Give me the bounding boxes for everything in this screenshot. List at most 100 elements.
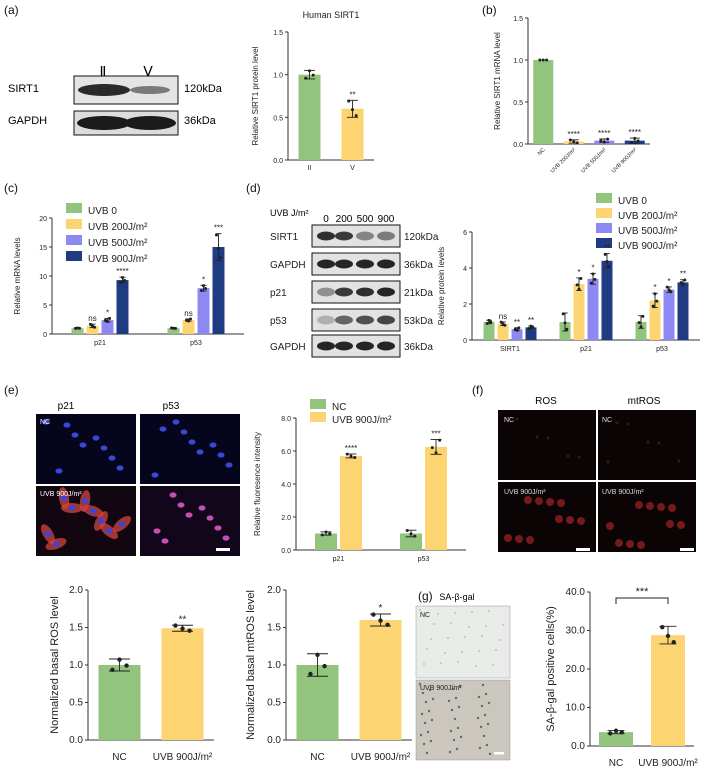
- cell-nucleus: [44, 531, 52, 537]
- significance-label: **: [680, 270, 686, 279]
- bar-1-bar: [651, 635, 685, 746]
- ros-signal: [504, 534, 512, 542]
- data-point: [561, 312, 565, 316]
- ros-signal: [666, 520, 674, 528]
- data-point: [565, 327, 569, 331]
- cell: [495, 649, 497, 651]
- cell-nucleus: [100, 445, 108, 451]
- data-point: [599, 139, 603, 143]
- x-tick-label: II: [308, 165, 312, 172]
- data-point: [613, 728, 619, 733]
- micrograph-tile: [140, 414, 240, 484]
- data-point: [489, 320, 493, 324]
- bar-0-bar: [296, 665, 339, 740]
- data-point: [88, 322, 92, 326]
- stained-cell: [453, 717, 457, 721]
- data-point: [655, 299, 659, 303]
- data-point: [214, 233, 218, 237]
- y-tick-label: 6.0: [281, 449, 291, 456]
- x-tick-label: p21: [94, 340, 106, 347]
- data-point: [487, 318, 491, 322]
- x-tick-label: NC: [537, 147, 547, 157]
- blot-d-lane-label: 0: [323, 214, 329, 225]
- micrograph-tile: [36, 414, 136, 484]
- data-point: [180, 626, 185, 631]
- micro-f-col-label: mtROS: [628, 396, 661, 407]
- panel-label-d: (d): [246, 181, 261, 195]
- y-axis-label: Relative fluoresence intensity: [253, 432, 262, 536]
- stained-cell: [476, 716, 480, 720]
- series-3-bar: [525, 327, 537, 340]
- micro-g-title: SA-β-gal: [439, 592, 474, 602]
- significance-label: ****: [116, 267, 128, 276]
- chart-ros: 0.0 0.5 1.0 1.5 2.0 Normalized basal ROS leve…: [49, 585, 214, 763]
- y-tick-label: 0.0: [513, 142, 523, 149]
- significance-label: ****: [345, 444, 357, 453]
- significance-label: *: [379, 603, 383, 614]
- y-axis-label: SA-β-gal positive cells(%): [545, 606, 557, 732]
- panel-label-f: (f): [472, 383, 483, 397]
- blot-d-band: [377, 341, 395, 351]
- ros-signal: [546, 498, 554, 506]
- ros-signal: [515, 535, 523, 543]
- blot-d-band: [377, 287, 395, 297]
- blot-d-row-label: SIRT1: [270, 232, 299, 243]
- blot-d-row-label: GAPDH: [270, 260, 306, 271]
- ros-signal: [677, 521, 685, 529]
- cell-nucleus: [42, 419, 50, 425]
- data-point: [110, 667, 115, 672]
- x-tick-label: NC: [310, 752, 324, 763]
- cell: [454, 612, 456, 614]
- blot-a-kda: 120kDa: [184, 83, 223, 95]
- chart-b: 0.0 0.5 1.0 1.5 Relative SIRT1 mRNA level NC *…: [493, 16, 650, 175]
- data-point: [665, 633, 671, 639]
- blot-d-band: [377, 315, 395, 325]
- stained-cell: [488, 752, 492, 756]
- series-0-bar: [315, 533, 337, 550]
- y-tick-label: 8.0: [281, 416, 291, 423]
- y-tick-label: 0.5: [513, 100, 523, 107]
- y-tick-label: 0.0: [273, 158, 283, 165]
- stained-cell: [479, 725, 483, 729]
- data-point: [602, 140, 606, 144]
- ros-signal: [677, 459, 681, 463]
- y-tick-label: 2.0: [69, 585, 83, 596]
- chart-title: Human SIRT1: [303, 10, 360, 20]
- data-point: [174, 326, 178, 330]
- data-point: [187, 319, 190, 323]
- data-point: [683, 278, 687, 282]
- blot-d-kda: 21kDa: [404, 288, 433, 299]
- series-3-bar: [116, 280, 129, 334]
- cell-nucleus: [153, 528, 161, 534]
- y-tick-label: 1.5: [273, 30, 283, 37]
- x-tick-label: UVB 900J/m²: [153, 752, 213, 763]
- y-tick-label: 0.0: [281, 548, 291, 555]
- ros-signal: [504, 416, 508, 420]
- cell: [475, 665, 477, 667]
- cell: [481, 635, 483, 637]
- y-tick-label: 1.0: [69, 660, 83, 671]
- micro-f-row-label: UVB 900J/m²: [602, 489, 644, 496]
- cell: [502, 624, 504, 626]
- cell: [426, 648, 428, 650]
- cell: [492, 664, 494, 666]
- y-axis-label: Relative SIRT1 mRNA level: [493, 32, 502, 130]
- data-point: [173, 623, 178, 628]
- micro-e-col-label: p21: [58, 401, 75, 412]
- y-tick-label: 4.0: [281, 482, 291, 489]
- data-point: [78, 326, 82, 330]
- legend-swatch: [66, 219, 82, 229]
- blot-d-band: [335, 341, 353, 351]
- blot-d-band: [356, 341, 374, 351]
- significance-label: ****: [598, 129, 610, 138]
- legend-swatch: [66, 235, 82, 245]
- data-point: [108, 317, 112, 321]
- ros-signal: [557, 499, 565, 507]
- microscopy-f: ROS mtROS NC NC UVB 900J/m² UVB 900J/m²: [498, 396, 696, 552]
- data-point: [349, 454, 353, 458]
- significance-label: **: [528, 316, 534, 325]
- legend-swatch: [596, 193, 612, 203]
- stained-cell: [480, 704, 484, 708]
- significance-label: *: [106, 308, 109, 317]
- data-point: [541, 58, 545, 62]
